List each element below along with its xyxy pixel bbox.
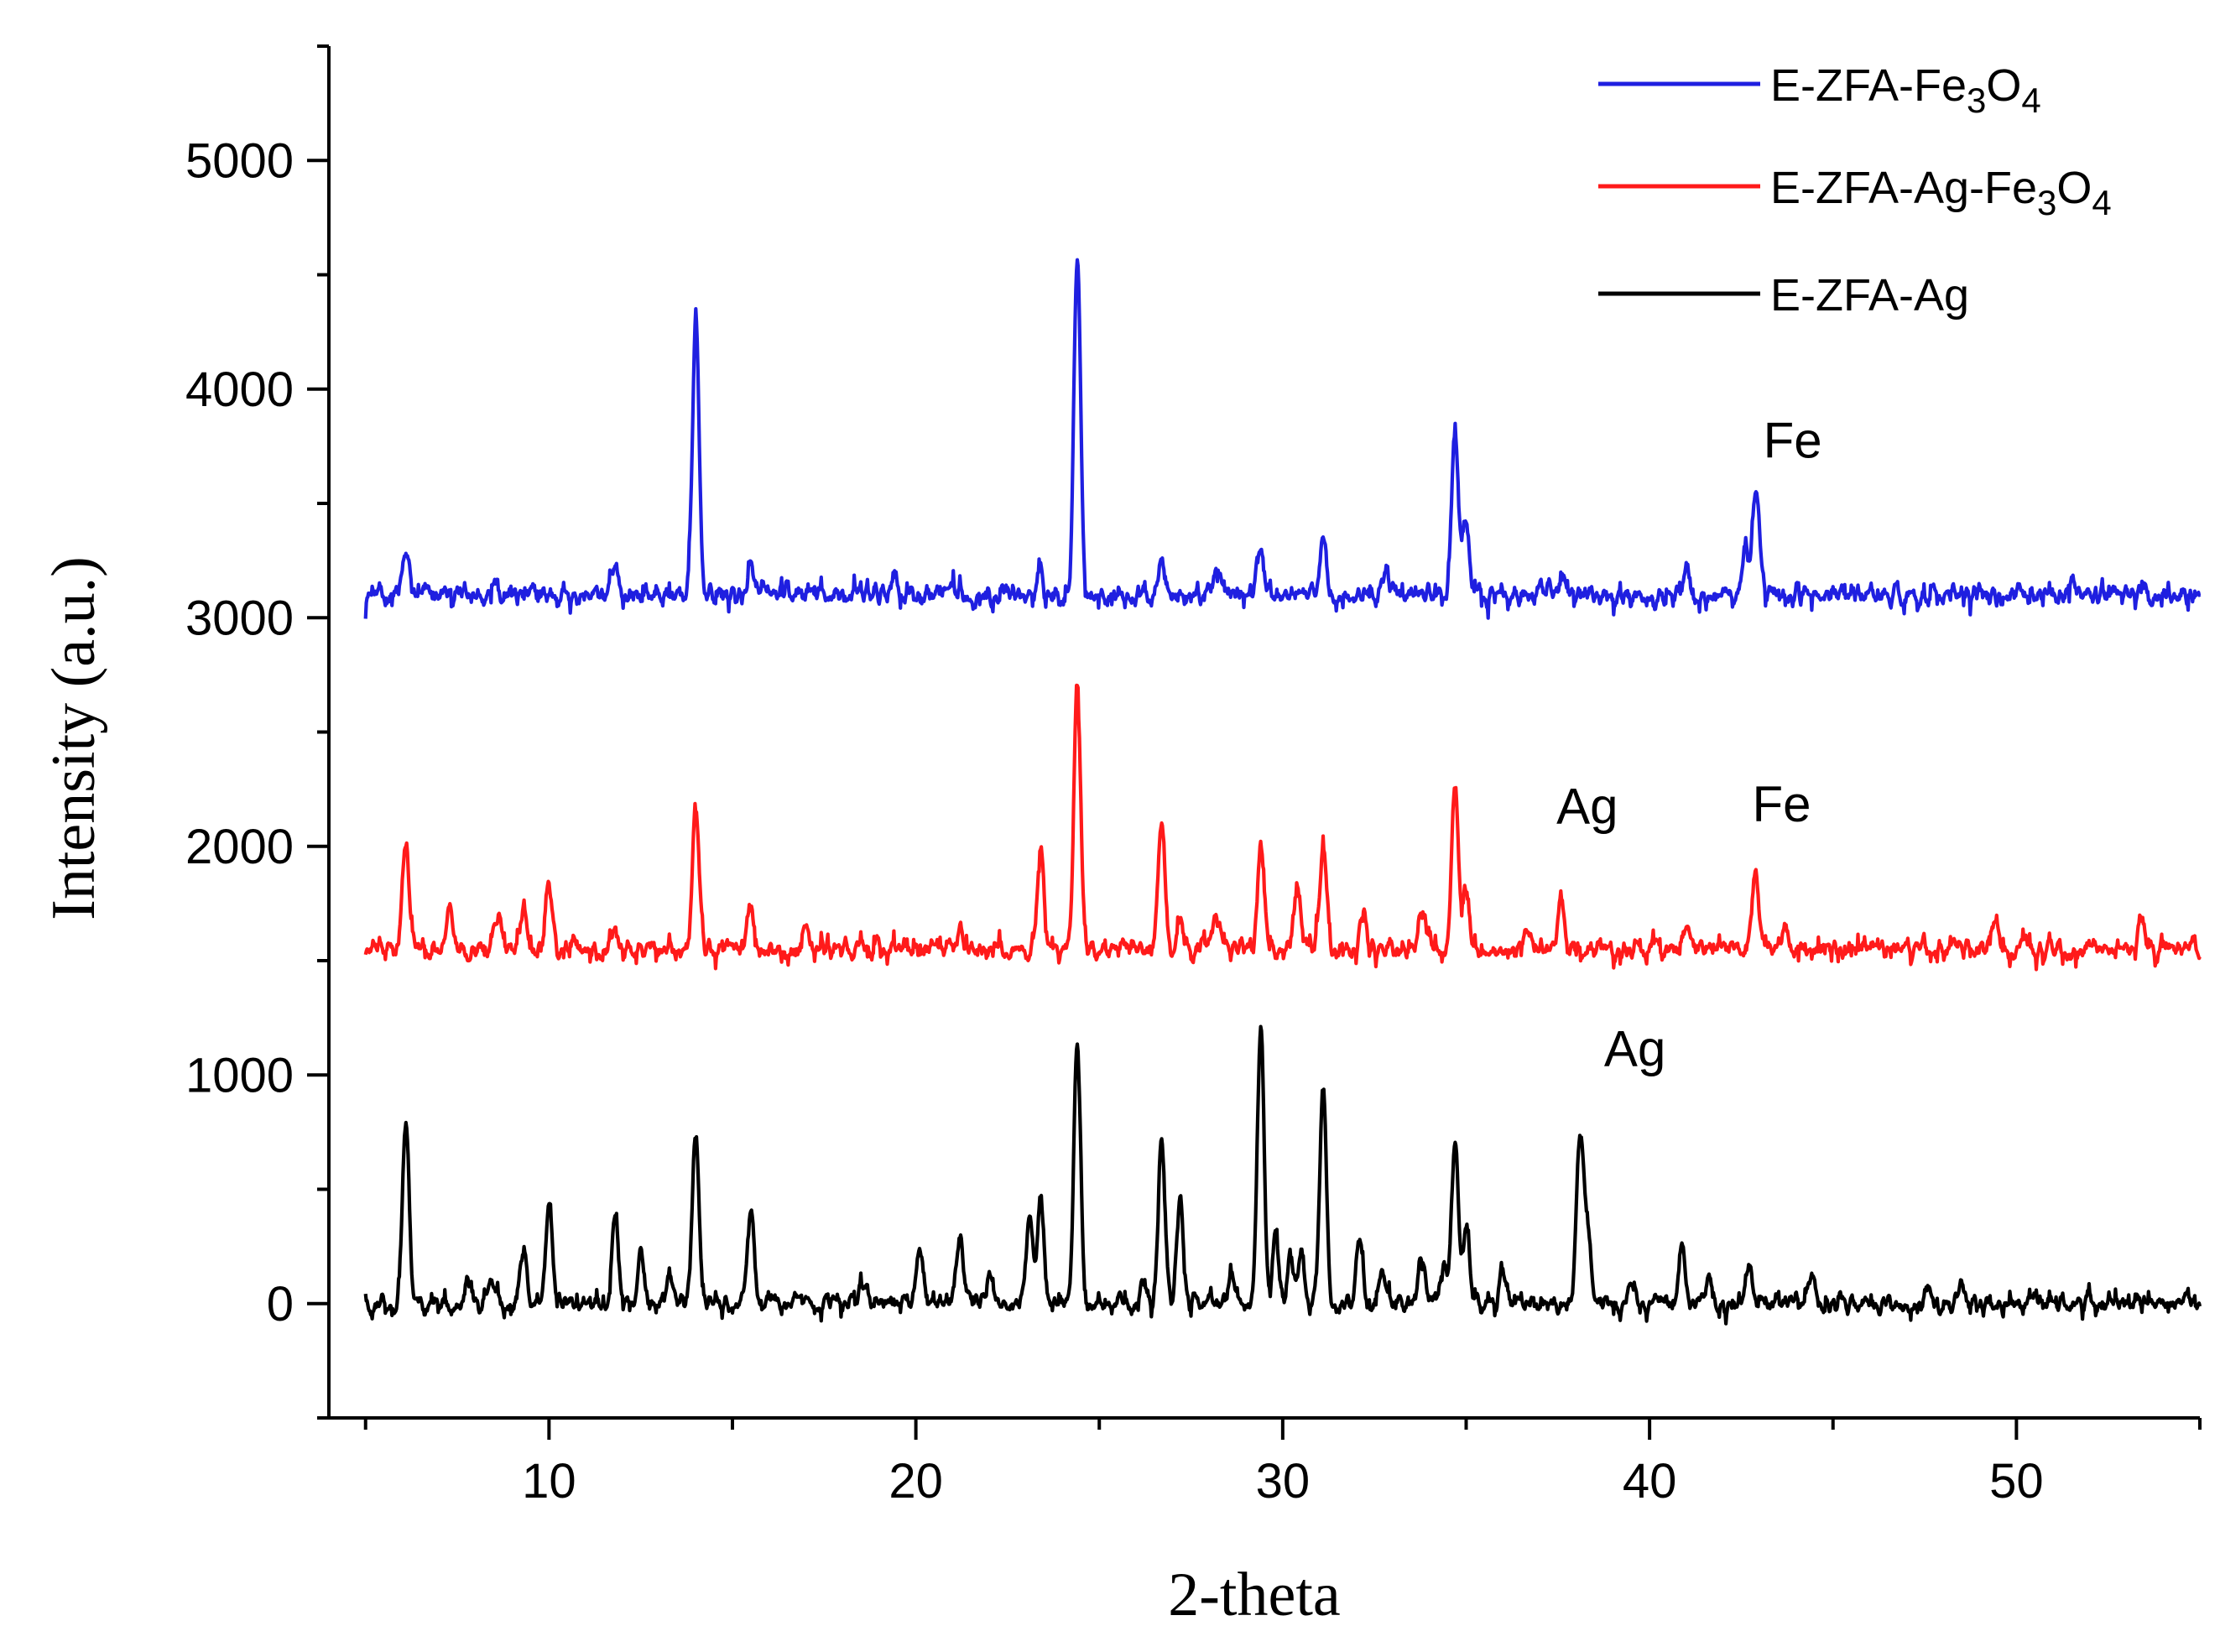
legend-label: E-ZFA-Ag-Fe3O4	[1770, 163, 2112, 222]
series-line-e-zfa-fe3o4	[363, 258, 2202, 620]
series-layer	[363, 258, 2202, 1326]
annotation-layer: Fe Ag Fe Ag	[1556, 413, 1822, 1077]
y-tick-label: 5000	[185, 133, 294, 188]
x-tick-label: 10	[522, 1454, 576, 1509]
series-line-e-zfa-ag-fe3o4	[363, 683, 2202, 972]
series-line-e-zfa-ag	[363, 1024, 2202, 1326]
peak-annotation-ag: Ag	[1604, 1020, 1665, 1076]
axes-layer: 0 1000 2000 3000 4000 5000 10 20 30 40 50	[185, 44, 2202, 1509]
y-axis-label: Intensity (a.u.)	[39, 556, 108, 920]
x-tick-label: 30	[1256, 1454, 1311, 1509]
y-tick-label: 4000	[185, 362, 294, 417]
legend: E-ZFA-Fe3O4 E-ZFA-Ag-Fe3O4 E-ZFA-Ag	[1598, 60, 2112, 320]
legend-label: E-ZFA-Fe3O4	[1770, 60, 2041, 120]
peak-annotation-fe: Fe	[1753, 776, 1811, 832]
legend-label: E-ZFA-Ag	[1770, 270, 1969, 320]
x-tick-label: 40	[1623, 1454, 1677, 1509]
y-tick-label: 0	[267, 1277, 294, 1332]
x-tick-label: 50	[1989, 1454, 2044, 1509]
x-tick-label: 20	[889, 1454, 943, 1509]
peak-annotation-fe: Fe	[1764, 413, 1822, 469]
y-tick-label: 2000	[185, 820, 294, 874]
y-tick-label: 1000	[185, 1048, 294, 1102]
peak-annotation-ag: Ag	[1556, 779, 1618, 835]
x-axis-label: 2-theta	[1168, 1561, 1340, 1629]
y-tick-label: 3000	[185, 591, 294, 645]
